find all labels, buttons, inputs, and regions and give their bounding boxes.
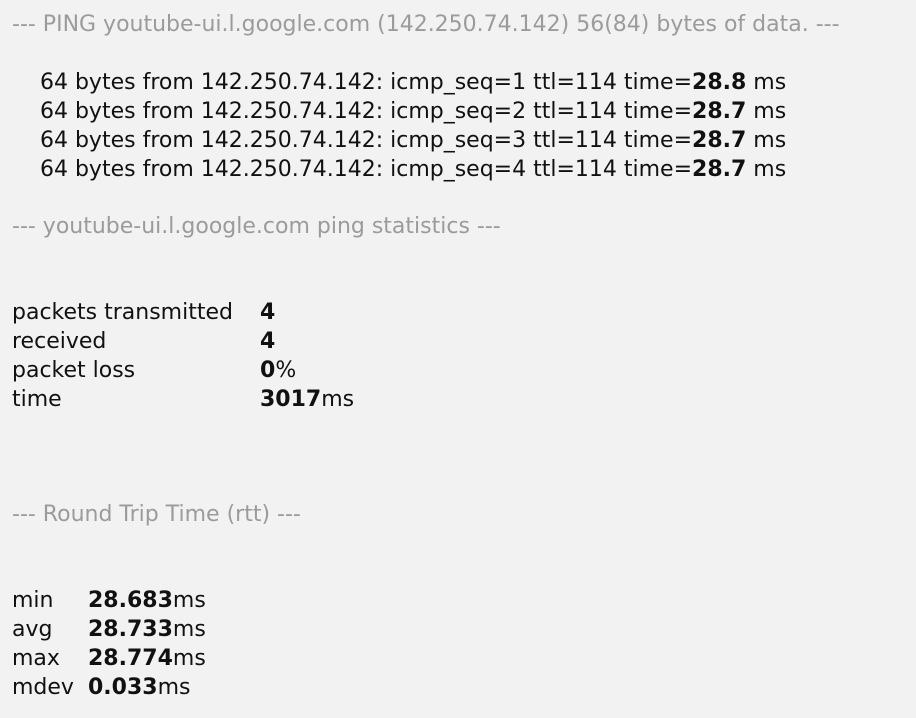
reply-line: 64 bytes from 142.250.74.142: icmp_seq=3… <box>12 97 786 184</box>
statistics-unit: ms <box>321 387 355 412</box>
rtt-row: mdev 0.033 ms <box>12 673 206 702</box>
statistics-value: 4 <box>260 329 276 354</box>
rtt-unit: ms <box>157 675 191 700</box>
reply-time: 28.7 <box>692 157 747 182</box>
rtt-row: min 28.683 ms <box>12 586 206 615</box>
statistics-value: 3017 <box>260 387 322 412</box>
statistics-heading: --- youtube-ui.l.google.com ping statist… <box>12 214 501 239</box>
statistics-label: received <box>12 329 107 354</box>
statistics-label: packets transmitted <box>12 300 233 325</box>
statistics-row: received 4 <box>12 327 354 356</box>
rtt-label: min <box>12 588 54 613</box>
rtt-value: 28.774 <box>88 646 173 671</box>
reply-line: 64 bytes from 142.250.74.142: icmp_seq=4… <box>12 126 786 213</box>
rtt-value: 0.033 <box>88 675 158 700</box>
reply-unit: ms <box>746 157 787 182</box>
rtt-heading: --- Round Trip Time (rtt) --- <box>12 502 301 527</box>
statistics-label: time <box>12 387 62 412</box>
rtt-unit: ms <box>172 588 206 613</box>
ping-header: --- PING youtube-ui.l.google.com (142.25… <box>12 12 840 37</box>
rtt-table: min 28.683 ms avg 28.733 ms max 28.774 m… <box>12 586 206 702</box>
rtt-value: 28.733 <box>88 617 173 642</box>
reply-unit: ms <box>746 128 787 153</box>
statistics-row: packets transmitted 4 <box>12 298 354 327</box>
reply-time: 28.7 <box>692 128 747 153</box>
statistics-value: 4 <box>260 300 276 325</box>
reply-line: 64 bytes from 142.250.74.142: icmp_seq=2… <box>12 68 786 155</box>
rtt-unit: ms <box>172 617 206 642</box>
statistics-row: packet loss 0 % <box>12 356 354 385</box>
rtt-label: max <box>12 646 60 671</box>
reply-prefix: 64 bytes from 142.250.74.142: icmp_seq=2… <box>39 99 693 124</box>
reply-unit: ms <box>746 99 787 124</box>
rtt-label: mdev <box>12 675 74 700</box>
reply-time: 28.7 <box>692 99 747 124</box>
rtt-row: max 28.774 ms <box>12 644 206 673</box>
statistics-label: packet loss <box>12 358 136 383</box>
statistics-value: 0 <box>260 358 276 383</box>
rtt-row: avg 28.733 ms <box>12 615 206 644</box>
rtt-value: 28.683 <box>88 588 173 613</box>
statistics-row: time 3017 ms <box>12 385 354 414</box>
rtt-label: avg <box>12 617 53 642</box>
statistics-unit: % <box>275 358 297 383</box>
reply-unit: ms <box>746 70 787 95</box>
reply-prefix: 64 bytes from 142.250.74.142: icmp_seq=4… <box>39 157 693 182</box>
reply-time: 28.8 <box>692 70 747 95</box>
statistics-table: packets transmitted 4 received 4 packet … <box>12 298 354 414</box>
rtt-unit: ms <box>172 646 206 671</box>
reply-prefix: 64 bytes from 142.250.74.142: icmp_seq=1… <box>39 70 693 95</box>
reply-line: 64 bytes from 142.250.74.142: icmp_seq=1… <box>12 39 786 126</box>
reply-prefix: 64 bytes from 142.250.74.142: icmp_seq=3… <box>39 128 693 153</box>
